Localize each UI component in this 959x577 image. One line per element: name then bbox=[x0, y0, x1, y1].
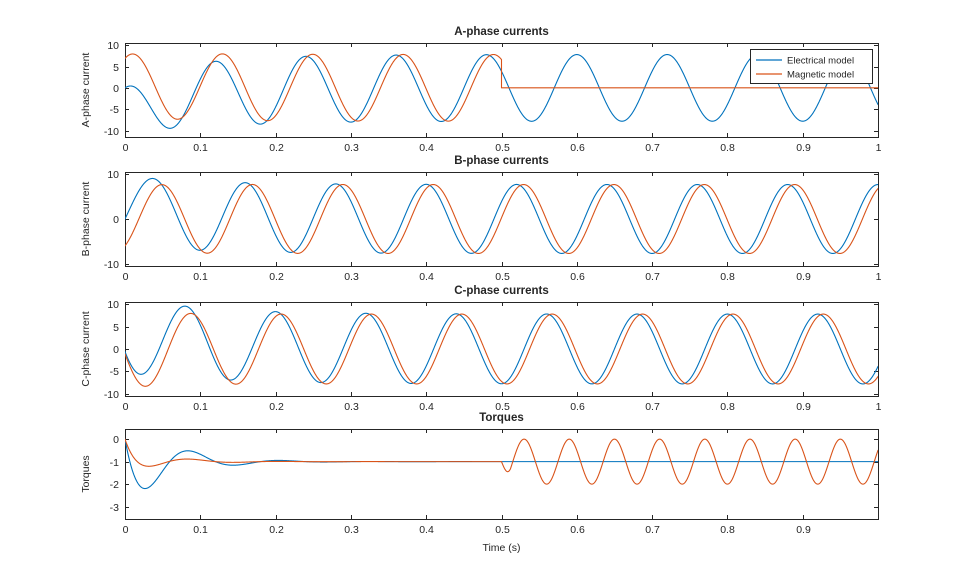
series-line-magnetic-model bbox=[125, 312, 878, 387]
axes-torques: Torques Torques 0 0.1 0.2 0.3 0.4 0.5 0.6 0.7 0.8 0… bbox=[80, 412, 879, 554]
y-tick-label: -10 bbox=[104, 389, 119, 401]
x-tick-label: 0.7 bbox=[645, 524, 660, 536]
x-tick-label: 0.6 bbox=[570, 271, 585, 283]
subplot-title: C-phase currents bbox=[454, 285, 549, 297]
x-tick-label: 0.2 bbox=[269, 142, 284, 154]
x-tick-label: 0.1 bbox=[193, 401, 208, 413]
x-tick-label: 0.8 bbox=[720, 524, 735, 536]
x-tick-label: 0.7 bbox=[645, 401, 660, 413]
axes-c-phase: C-phase currents C-phase current 0 0.1 0.2 0.… bbox=[80, 285, 882, 413]
x-tick-label: 0.8 bbox=[720, 401, 735, 413]
y-tick-label: 0 bbox=[113, 214, 119, 226]
legend[interactable]: Electrical model Magnetic model bbox=[750, 49, 873, 84]
x-tick-label: 0.5 bbox=[495, 142, 510, 154]
x-tick-label: 0.1 bbox=[193, 271, 208, 283]
x-tick-label: 0.8 bbox=[720, 142, 735, 154]
x-tick-label: 0.7 bbox=[645, 142, 660, 154]
y-axis-label: C-phase current bbox=[80, 311, 92, 386]
axes-b-phase: B-phase currents B-phase current 0 0.1 0.2 0.… bbox=[80, 155, 882, 283]
y-tick-label: -10 bbox=[104, 259, 119, 271]
y-tick-label: 10 bbox=[107, 40, 119, 52]
x-tick-label: 0.6 bbox=[570, 401, 585, 413]
x-tick-label: 0.2 bbox=[269, 271, 284, 283]
y-tick-label: -3 bbox=[110, 502, 119, 514]
y-tick-label: 0 bbox=[113, 434, 119, 446]
series-line-magnetic-model bbox=[125, 53, 878, 122]
x-axis-label: Time (s) bbox=[482, 542, 520, 554]
x-tick-label: 1 bbox=[876, 401, 882, 413]
series-line-magnetic-model bbox=[125, 438, 878, 485]
x-tick-label: 0.4 bbox=[419, 142, 434, 154]
x-tick-label: 0.7 bbox=[645, 271, 660, 283]
x-tick-label: 0.3 bbox=[344, 524, 359, 536]
x-tick-label: 0.6 bbox=[570, 142, 585, 154]
x-tick-label: 0.6 bbox=[570, 524, 585, 536]
y-tick-label: 10 bbox=[107, 169, 119, 181]
x-tick-label: 0.3 bbox=[344, 142, 359, 154]
legend-label-1: Magnetic model bbox=[787, 69, 854, 80]
legend-box bbox=[750, 49, 873, 84]
x-tick-label: 0.4 bbox=[419, 271, 434, 283]
x-tick-label: 0.2 bbox=[269, 401, 284, 413]
subplot-title: A-phase currents bbox=[454, 26, 549, 38]
subplot-title: Torques bbox=[479, 412, 524, 424]
axes-a-phase: A-phase currents A-phase current 0 0.1 0.2 0.… bbox=[80, 26, 882, 154]
x-tick-label: 0.1 bbox=[193, 142, 208, 154]
x-tick-label: 0.1 bbox=[193, 524, 208, 536]
x-tick-label: 0.9 bbox=[796, 524, 811, 536]
plot-box bbox=[125, 172, 879, 267]
x-tick-label: 0.5 bbox=[495, 271, 510, 283]
y-axis-label: A-phase current bbox=[80, 53, 92, 128]
y-tick-label: -2 bbox=[110, 479, 119, 491]
x-tick-label: 0.9 bbox=[796, 401, 811, 413]
x-tick-label: 0.8 bbox=[720, 271, 735, 283]
series-line-magnetic-model bbox=[125, 183, 878, 255]
x-tick-label: 0.5 bbox=[495, 401, 510, 413]
x-tick-label: 0.3 bbox=[344, 401, 359, 413]
y-tick-label: -5 bbox=[110, 366, 119, 378]
y-tick-label: -1 bbox=[110, 457, 119, 469]
y-tick-label: 10 bbox=[107, 299, 119, 311]
x-tick-label: 0.5 bbox=[495, 524, 510, 536]
series-line-electrical-model bbox=[125, 305, 878, 385]
y-tick-label: 0 bbox=[113, 344, 119, 356]
x-tick-label: 0.2 bbox=[269, 524, 284, 536]
y-tick-label: 5 bbox=[113, 62, 119, 74]
x-tick-label: 1 bbox=[876, 142, 882, 154]
y-tick-label: -5 bbox=[110, 104, 119, 116]
x-tick-label: 0 bbox=[123, 142, 129, 154]
x-tick-label: 0 bbox=[123, 401, 129, 413]
x-tick-label: 0.3 bbox=[344, 271, 359, 283]
y-axis-label: B-phase current bbox=[80, 182, 92, 257]
x-tick-label: 0.4 bbox=[419, 524, 434, 536]
y-tick-label: 0 bbox=[113, 83, 119, 95]
x-tick-label: 0.9 bbox=[796, 142, 811, 154]
y-tick-label: -10 bbox=[104, 126, 119, 138]
plot-box bbox=[125, 429, 879, 520]
y-axis-label: Torques bbox=[80, 455, 92, 492]
x-tick-label: 0.4 bbox=[419, 401, 434, 413]
x-tick-label: 1 bbox=[876, 271, 882, 283]
legend-label-0: Electrical model bbox=[787, 55, 854, 66]
subplot-title: B-phase currents bbox=[454, 155, 549, 167]
x-tick-label: 0.9 bbox=[796, 271, 811, 283]
x-tick-label: 0 bbox=[123, 271, 129, 283]
y-tick-label: 5 bbox=[113, 322, 119, 334]
x-tick-label: 0 bbox=[123, 524, 129, 536]
